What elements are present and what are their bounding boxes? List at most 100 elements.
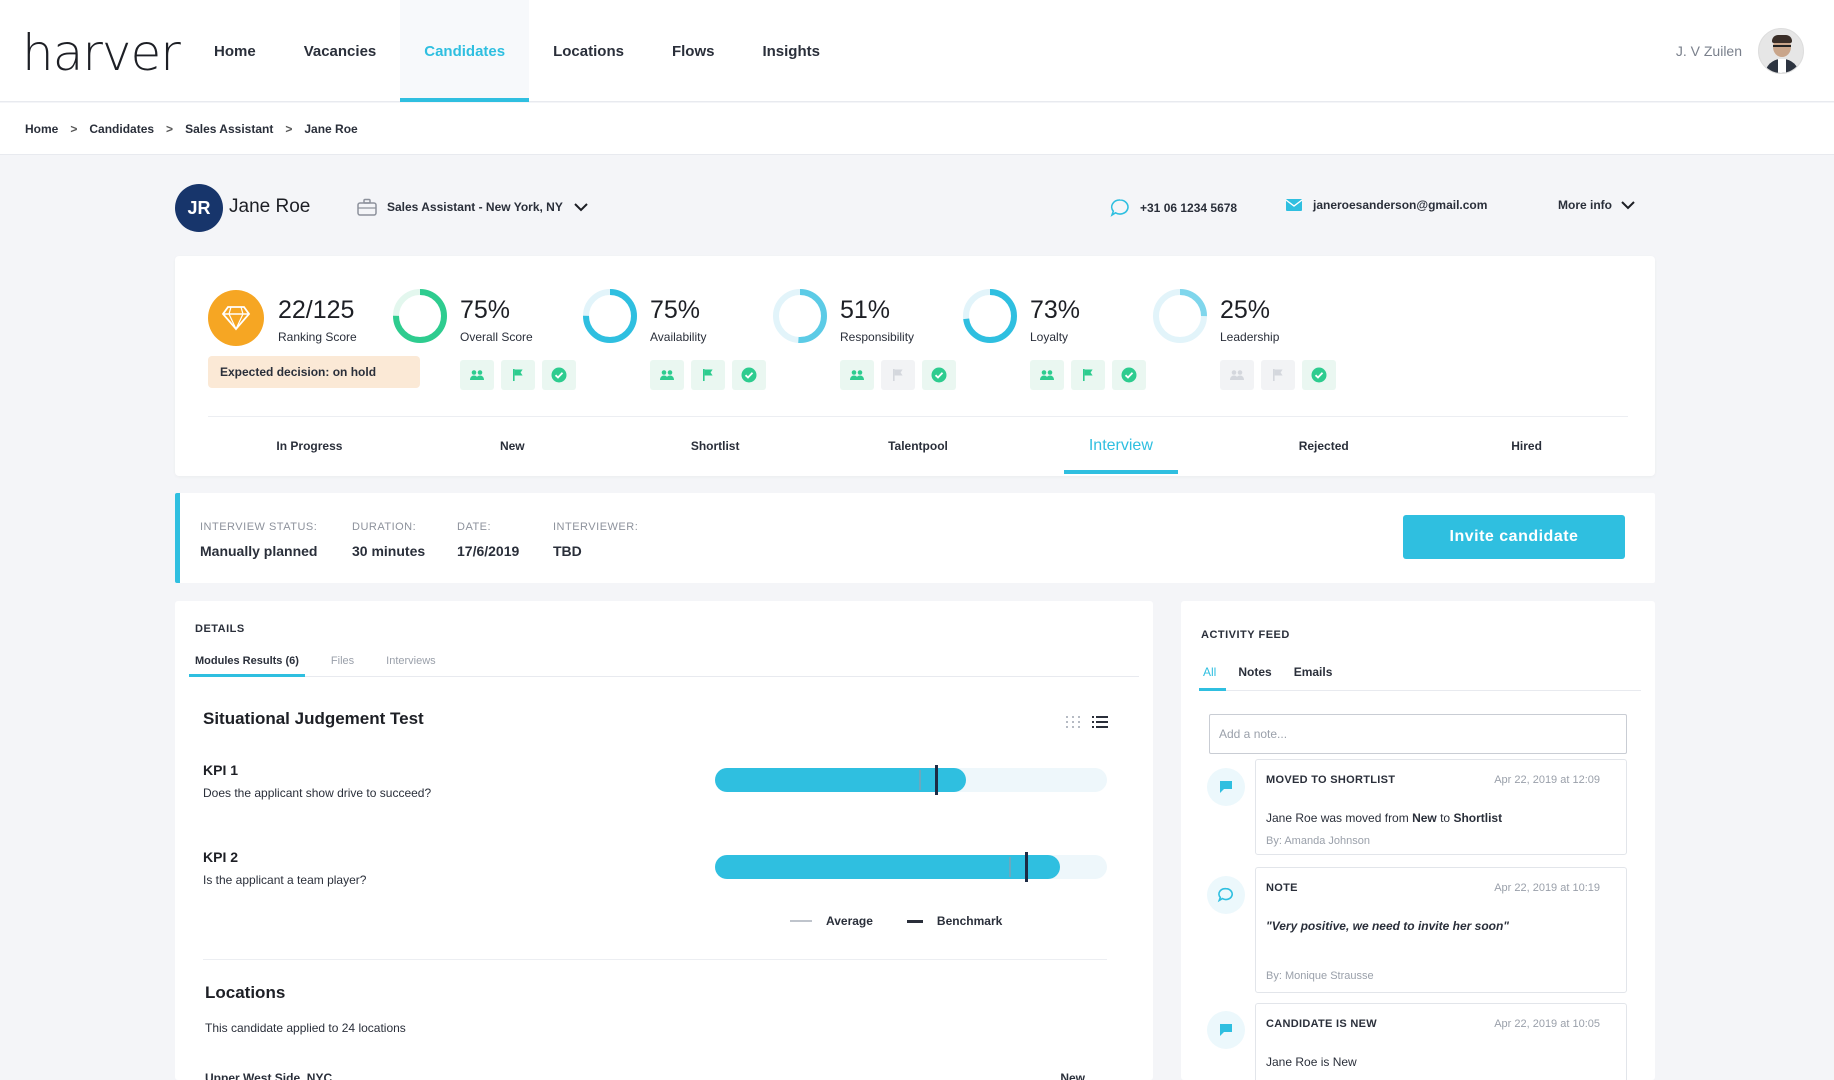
check-circle-icon	[542, 360, 576, 390]
check-circle-icon	[1112, 360, 1146, 390]
kpi-title: KPI 2	[203, 849, 239, 865]
grid-view-icon[interactable]	[1065, 715, 1081, 729]
nav-flows[interactable]: Flows	[671, 42, 715, 60]
details-title: DETAILS	[195, 623, 245, 635]
vacancy-selector[interactable]: Sales Assistant - New York, NY	[357, 198, 589, 216]
metric-badges	[650, 360, 766, 390]
metric-value: 51%	[840, 296, 891, 324]
score-ring	[773, 289, 827, 343]
stage-tab-new[interactable]: New	[499, 439, 525, 453]
breadcrumb-vacancy[interactable]: Sales Assistant	[185, 121, 274, 136]
metric-badges	[1030, 360, 1146, 390]
breadcrumb-home[interactable]: Home	[25, 121, 59, 136]
interview-status: INTERVIEW STATUS: Manually planned	[200, 521, 317, 559]
stage-tab-interview[interactable]: Interview	[1019, 418, 1222, 474]
feed-tab-emails[interactable]: Emails	[1293, 665, 1333, 679]
metric-overall-score: 75% Overall Score	[390, 286, 590, 396]
benchmark-marker	[934, 765, 938, 795]
stage-tab-talentpool[interactable]: Talentpool	[888, 439, 948, 453]
tab-interviews[interactable]: Interviews	[386, 655, 436, 667]
check-circle-icon	[922, 360, 956, 390]
interview-status-value: Manually planned	[200, 543, 318, 559]
team-icon	[840, 360, 874, 390]
flag-icon	[501, 360, 535, 390]
interview-date-value: 17/6/2019	[457, 543, 520, 559]
legend-benchmark: Benchmark	[906, 914, 1002, 928]
feed-tab-notes[interactable]: Notes	[1238, 665, 1272, 679]
activity-text-prefix: Jane Roe was moved from	[1266, 811, 1413, 825]
activity-type: MOVED TO SHORTLIST	[1266, 774, 1396, 786]
tab-files[interactable]: Files	[330, 655, 355, 667]
nav-locations[interactable]: Locations	[553, 42, 624, 60]
legend-average-label: Average	[826, 914, 873, 928]
user-menu[interactable]: J. V Zuilen	[1676, 28, 1804, 74]
user-name: J. V Zuilen	[1675, 43, 1742, 59]
activity-item: CANDIDATE IS NEW Apr 22, 2019 at 10:05 J…	[1255, 1003, 1627, 1080]
list-view-icon[interactable]	[1091, 715, 1109, 729]
flag-icon	[1071, 360, 1105, 390]
candidate-phone[interactable]: +31 06 1234 5678	[1110, 198, 1237, 218]
metric-responsibility: 51% Responsibility	[770, 286, 970, 396]
interviewer-value: TBD	[553, 543, 582, 559]
score-fill	[715, 855, 1060, 879]
metric-value: 75%	[460, 296, 511, 324]
interview-date: DATE: 17/6/2019	[457, 521, 519, 559]
activity-date: Apr 22, 2019 at 12:09	[1494, 774, 1600, 786]
harver-logo[interactable]: harver	[22, 24, 181, 82]
divider	[203, 959, 1107, 960]
candidate-email[interactable]: janeroesanderson@gmail.com	[1285, 198, 1487, 212]
activity-feed-panel: ACTIVITY FEED All Notes Emails MOVED TO …	[1181, 601, 1655, 1080]
score-ring	[1153, 289, 1207, 343]
activity-type: CANDIDATE IS NEW	[1266, 1018, 1377, 1030]
stage-tab-rejected[interactable]: Rejected	[1298, 439, 1349, 453]
nav-vacancies[interactable]: Vacancies	[303, 42, 377, 60]
candidate-header: JR Jane Roe Sales Assistant - New York, …	[175, 182, 1655, 232]
stage-tab-shortlist[interactable]: Shortlist	[690, 439, 740, 453]
kpi-question: Is the applicant a team player?	[203, 873, 367, 887]
breadcrumb-separator-icon: >	[285, 121, 293, 136]
activity-feed-title: ACTIVITY FEED	[1201, 629, 1290, 641]
feed-tab-all[interactable]: All	[1198, 657, 1227, 691]
breadcrumb-separator-icon: >	[70, 121, 78, 136]
stage-tab-in-progress[interactable]: In Progress	[276, 439, 343, 453]
breadcrumb-candidates[interactable]: Candidates	[89, 121, 155, 136]
team-icon	[1220, 360, 1254, 390]
kpi-1-score-bar	[715, 765, 1107, 795]
score-ring	[963, 289, 1017, 343]
user-avatar[interactable]	[1758, 28, 1804, 74]
kpi-1: KPI 1 Does the applicant show drive to s…	[203, 762, 431, 800]
stage-tabs: In Progress New Shortlist Talentpool Int…	[208, 418, 1628, 474]
activity-date: Apr 22, 2019 at 10:05	[1494, 1018, 1600, 1030]
details-panel: DETAILS Modules Results (6) Files Interv…	[175, 601, 1153, 1080]
metric-label: Responsibility	[840, 330, 915, 344]
metric-leadership: 25% Leadership	[1150, 286, 1350, 396]
activity-note-text: "Very positive, we need to invite her so…	[1266, 919, 1509, 933]
flag-icon	[691, 360, 725, 390]
details-tabs: Modules Results (6) Files Interviews	[189, 647, 1139, 677]
nav-candidates[interactable]: Candidates	[400, 0, 530, 102]
activity-item: NOTE Apr 22, 2019 at 10:19 "Very positiv…	[1255, 867, 1627, 993]
metric-badges	[840, 360, 956, 390]
activity-type: NOTE	[1266, 882, 1298, 894]
metric-badges	[460, 360, 576, 390]
stage-tab-hired[interactable]: Hired	[1511, 439, 1542, 453]
nav-insights[interactable]: Insights	[762, 42, 820, 60]
average-marker	[918, 770, 921, 790]
score-fill	[715, 768, 966, 792]
ranking-value: 22/125	[278, 296, 355, 324]
add-note-input[interactable]	[1209, 714, 1627, 754]
check-circle-icon	[732, 360, 766, 390]
invite-candidate-button[interactable]: Invite candidate	[1403, 515, 1625, 559]
breadcrumb-separator-icon: >	[166, 121, 174, 136]
location-row[interactable]: Upper West Side, NYC New	[205, 1071, 1085, 1080]
tab-modules-results[interactable]: Modules Results (6)	[189, 647, 305, 677]
more-info-toggle[interactable]: More info	[1558, 198, 1636, 212]
score-ring	[393, 289, 447, 343]
phone-number: +31 06 1234 5678	[1140, 201, 1238, 215]
metric-availability: 75% Availability	[580, 286, 780, 396]
flag-icon	[1261, 360, 1295, 390]
activity-date: Apr 22, 2019 at 10:19	[1494, 882, 1600, 894]
kpi-2-score-bar	[715, 852, 1107, 882]
chat-bubble-icon	[1207, 876, 1245, 914]
nav-home[interactable]: Home	[214, 42, 256, 60]
